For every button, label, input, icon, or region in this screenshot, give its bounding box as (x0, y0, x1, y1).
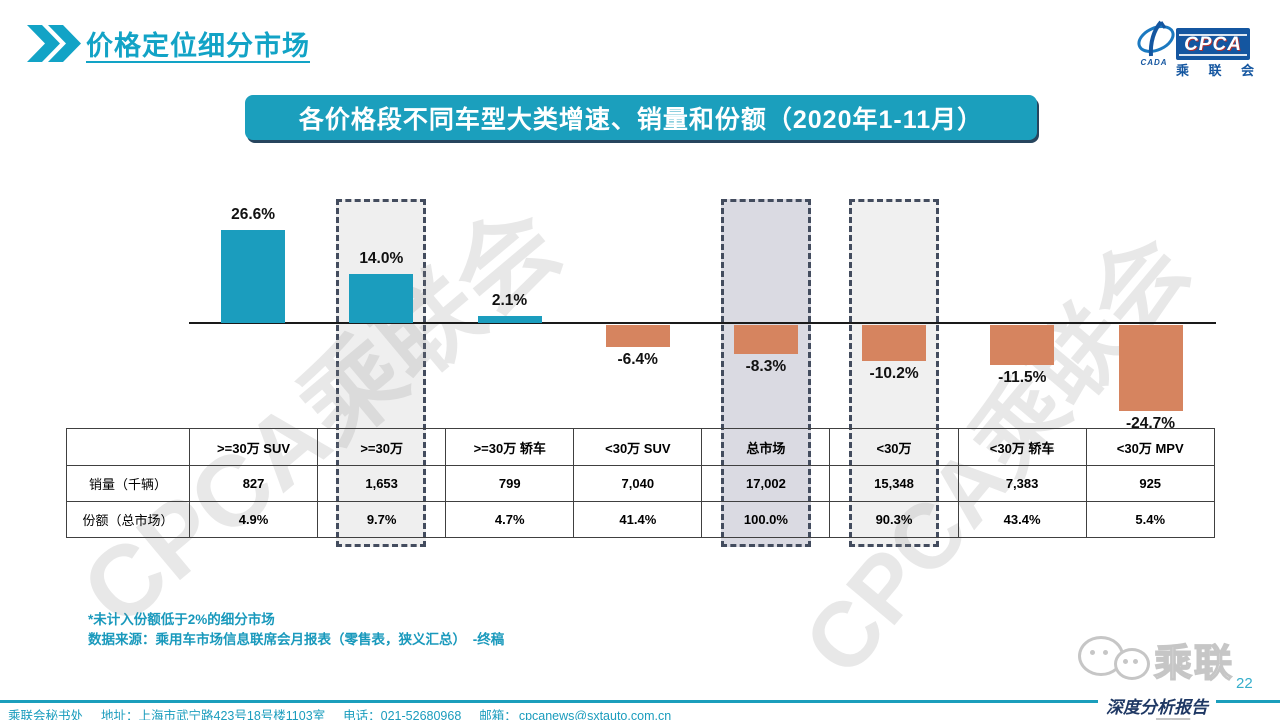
chart-title: 各价格段不同车型大类增速、销量和份额（2020年1-11月） (298, 105, 984, 134)
email-label: 邮箱： (479, 709, 517, 720)
cada-label: CADA (1140, 58, 1168, 67)
bar-value-label: -10.2% (869, 364, 919, 382)
bar (1118, 325, 1183, 412)
table-cell: 5.4% (1085, 501, 1215, 538)
bar-value-label: 14.0% (359, 250, 404, 267)
cpca-logo: CADA CPCA 乘 联 会 (1130, 16, 1260, 79)
table-cell: 41.4% (573, 501, 703, 538)
table-corner-cell (66, 428, 190, 466)
footnote-source: 数据来源：乘用车市场信息联席会月报表（零售表，狭义汇总） -终稿 (88, 632, 505, 647)
chart-title-banner: 各价格段不同车型大类增速、销量和份额（2020年1-11月） (245, 95, 1037, 140)
table-cell: 9.7% (317, 501, 447, 538)
table-cell: 4.7% (445, 501, 575, 538)
zero-axis-line (189, 322, 1216, 324)
table-cell: 4.9% (188, 501, 319, 538)
bar (733, 325, 798, 355)
table-cell: 1,653 (317, 465, 447, 502)
bar (605, 325, 670, 348)
table-cell: 17,002 (701, 465, 831, 502)
phone: 电话：021-52680968 (343, 709, 462, 720)
table-row: 份额（总市场） 4.9% 9.7% 4.7% 41.4% 100.0% 90.3% 43.4%… (66, 501, 1215, 538)
table-column-header: >=30万 SUV (188, 428, 319, 466)
bar-value-label: -8.3% (745, 358, 787, 376)
bar (477, 315, 542, 323)
table-row-header: 份额（总市场） (66, 501, 190, 538)
double-chevron-icon (27, 25, 81, 62)
table-column-header: 总市场 (701, 428, 831, 466)
footnote-exclusion: *未计入份额低于2%的细分市场 (88, 612, 275, 627)
table-column-header: >=30万 (317, 428, 447, 466)
table-cell: 90.3% (829, 501, 959, 538)
table-row: 销量（千辆） 827 1,653 799 7,040 17,002 15,348 7,383 9… (66, 465, 1215, 502)
table-column-header: <30万 SUV (573, 428, 703, 466)
table-column-header: >=30万 轿车 (445, 428, 575, 466)
table-cell: 7,383 (957, 465, 1087, 502)
table-cell: 925 (1085, 465, 1215, 502)
bar-value-label: -11.5% (998, 369, 1047, 387)
cpca-swoosh-icon (1137, 20, 1175, 57)
table-cell: 7,040 (573, 465, 703, 502)
table-cell: 43.4% (957, 501, 1087, 538)
bar (990, 325, 1055, 366)
org-name: 乘联会秘书处 (8, 709, 84, 720)
watermark: CPCA乘联会 (61, 186, 581, 648)
page-number: 22 (1236, 675, 1253, 692)
table-cell: 15,348 (829, 465, 959, 502)
cpca-badge: CPCA (1176, 28, 1250, 60)
market-data-table: >=30万 SUV >=30万 >=30万 轿车 <30万 SUV 总市场 <30万 <30… (66, 428, 1215, 538)
cpca-chinese-name: 乘 联 会 (1176, 60, 1254, 79)
logo-char: 会 (1240, 63, 1254, 78)
logo-char: 乘 (1176, 63, 1190, 78)
contact-footer: 乘联会秘书处 地址：上海市武宁路423号18号楼1103室 电话：021-52680… (8, 705, 671, 720)
report-series-badge: 深度分析报告 (1098, 693, 1216, 718)
bar-value-label: 26.6% (231, 205, 276, 223)
table-cell: 100.0% (701, 501, 831, 538)
table-column-header: <30万 MPV (1085, 428, 1215, 466)
footer-divider-line (0, 700, 1280, 703)
chat-bubble-icon (1114, 648, 1150, 680)
email-link[interactable]: cpcanews@sxtauto.com.cn (518, 709, 672, 720)
table-row-header: 销量（千辆） (66, 465, 190, 502)
bar-value-label: 2.1% (491, 291, 528, 309)
table-column-header: <30万 轿车 (957, 428, 1087, 466)
wechat-logo: 乘联会 (1072, 630, 1262, 720)
footnotes: *未计入份额低于2%的细分市场 数据来源：乘用车市场信息联席会月报表（零售表，狭… (88, 610, 504, 650)
table-cell: 827 (188, 465, 319, 502)
bar (862, 325, 927, 361)
logo-char: 联 (1208, 63, 1222, 78)
table-column-header: <30万 (829, 428, 959, 466)
bar (349, 274, 414, 323)
bar (221, 229, 286, 323)
page-title: 价格定位细分市场 (86, 31, 310, 61)
address: 地址：上海市武宁路423号18号楼1103室 (101, 709, 326, 720)
table-cell: 799 (445, 465, 575, 502)
bar-value-label: -6.4% (617, 351, 658, 369)
